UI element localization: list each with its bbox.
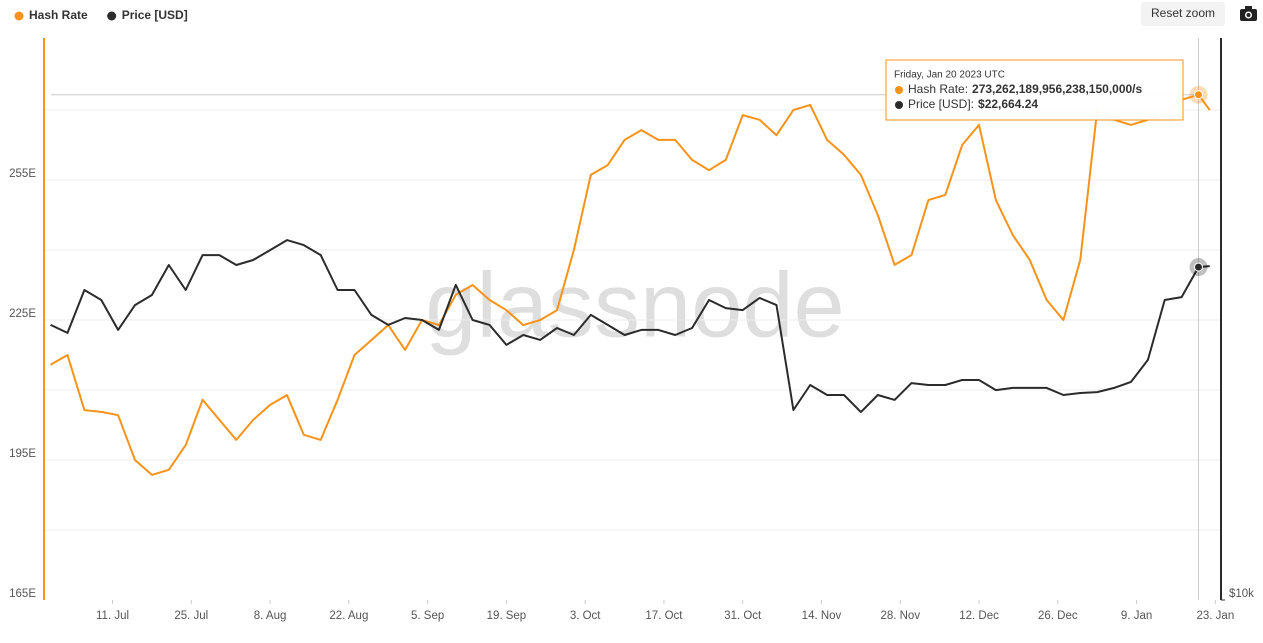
- x-tick-label: 5. Sep: [411, 610, 444, 622]
- tooltip-value: $22,664.24: [978, 97, 1038, 111]
- tooltip-date: Friday, Jan 20 2023 UTC: [894, 70, 1005, 81]
- x-tick-label: 31. Oct: [724, 610, 762, 622]
- x-tick-label: 8. Aug: [254, 610, 287, 622]
- y-tick-label: 255E: [9, 168, 36, 180]
- reset-zoom-label[interactable]: Reset zoom: [1151, 6, 1215, 20]
- x-tick-label: 26. Dec: [1038, 610, 1078, 622]
- x-tick-label: 22. Aug: [329, 610, 368, 622]
- tooltip-value: 273,262,189,956,238,150,000/s: [972, 82, 1142, 96]
- x-tick-label: 9. Jan: [1121, 610, 1152, 622]
- hover-point: [1193, 90, 1203, 100]
- tooltip-box: [885, 59, 1184, 121]
- y-tick-label: 165E: [9, 588, 36, 600]
- y2-tick-label: $10k: [1229, 588, 1254, 600]
- legend-label[interactable]: Hash Rate: [29, 8, 88, 22]
- x-tick-label: 12. Dec: [959, 610, 999, 622]
- x-tick-label: 14. Nov: [802, 610, 842, 622]
- series-line: [50, 93, 1211, 476]
- legend-marker: [14, 11, 24, 21]
- x-tick-label: 11. Jul: [96, 610, 129, 622]
- reset-zoom-button[interactable]: [1141, 2, 1225, 26]
- series-line: [50, 239, 1210, 414]
- hover-point: [1193, 262, 1203, 272]
- tooltip-marker: [895, 101, 903, 109]
- camera-icon[interactable]: [1240, 6, 1257, 21]
- legend-marker: [107, 11, 117, 21]
- legend-label[interactable]: Price [USD]: [122, 8, 188, 22]
- x-tick-label: 28. Nov: [880, 610, 920, 622]
- tooltip-marker: [895, 86, 903, 94]
- tooltip-label: Price [USD]:: [908, 97, 974, 111]
- y-tick-label: 195E: [9, 448, 36, 460]
- x-tick-label: 25. Jul: [174, 610, 208, 622]
- x-tick-label: 17. Oct: [645, 610, 683, 622]
- x-tick-label: 23. Jan: [1197, 610, 1235, 622]
- y-tick-label: 225E: [9, 308, 36, 320]
- tooltip-label: Hash Rate:: [908, 82, 968, 96]
- x-tick-label: 3. Oct: [570, 610, 601, 622]
- x-tick-label: 19. Sep: [487, 610, 527, 622]
